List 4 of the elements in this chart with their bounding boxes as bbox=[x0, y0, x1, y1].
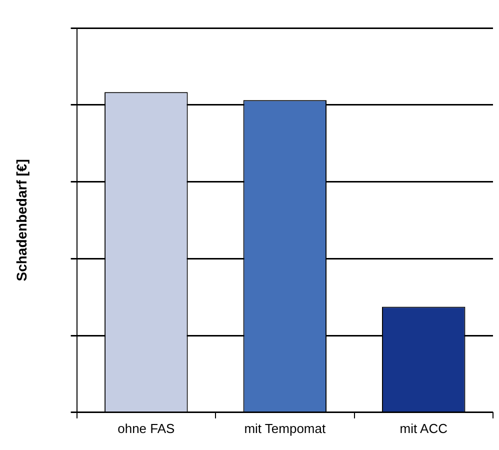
y-axis-title: Schadenbedarf [€] bbox=[13, 159, 30, 282]
x-tick-label: mit Tempomat bbox=[244, 420, 326, 436]
x-tick-label: ohne FAS bbox=[118, 420, 176, 436]
x-tick-label: mit ACC bbox=[400, 420, 448, 436]
